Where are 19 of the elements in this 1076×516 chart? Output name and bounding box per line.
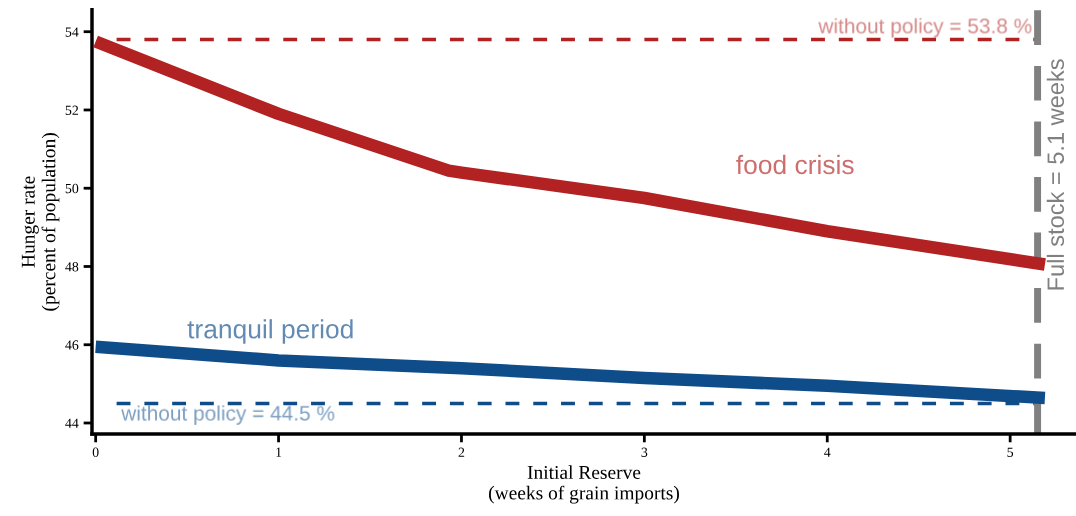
ref-line-label: without policy = 44.5 % (121, 405, 335, 425)
x-tick-label: 1 (276, 447, 282, 457)
y-tick-label: 46 (65, 340, 79, 350)
y-tick-label: 50 (65, 183, 79, 194)
y-tick-label: 52 (65, 105, 79, 115)
y-tick-label: 48 (65, 262, 79, 272)
series-label: tranquil period (187, 319, 353, 344)
x-tick-label: 2 (458, 447, 465, 457)
x-axis-title: Initial Reserve (weeks of grain imports) (489, 465, 679, 504)
x-tick-label: 0 (92, 447, 99, 457)
ref-line-label: without policy = 53.8 % (818, 18, 1032, 38)
x-tick-label: 4 (824, 447, 831, 457)
x-tick-label: 5 (1007, 447, 1014, 457)
x-tick-label: 3 (641, 447, 648, 457)
y-tick-label: 54 (65, 27, 79, 37)
y-axis-title: Hunger rate (percent of population) (21, 133, 60, 311)
series-label: food crisis (736, 154, 854, 175)
y-tick-label: 44 (65, 418, 79, 428)
ref-line-label: Full stock = 5.1 weeks (1046, 59, 1065, 290)
